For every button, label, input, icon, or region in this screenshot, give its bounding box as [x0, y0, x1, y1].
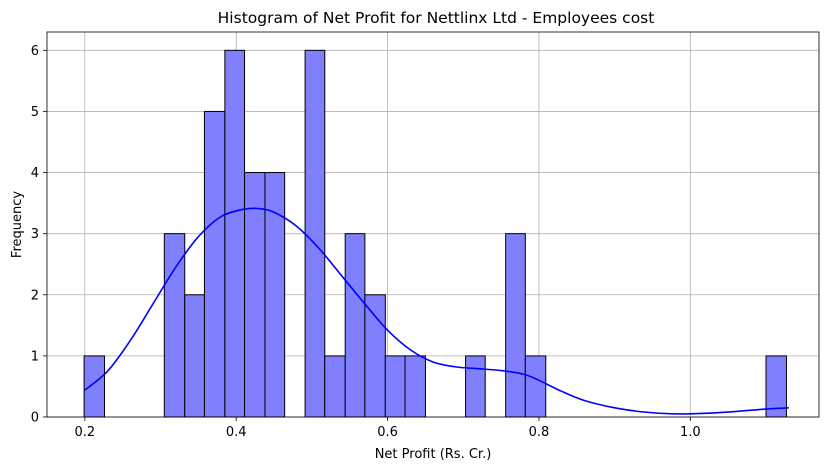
y-tick-label: 1 — [31, 349, 39, 364]
histogram-bar — [264, 172, 286, 418]
y-tick-label: 2 — [31, 288, 39, 303]
plot-area-frame — [46, 31, 820, 418]
kde-curve — [84, 207, 789, 415]
y-tick-label: 4 — [31, 166, 39, 181]
histogram-bar — [465, 355, 486, 418]
grid-lines — [47, 32, 819, 418]
histogram-bar — [324, 355, 346, 418]
histogram-bar — [524, 355, 547, 418]
histogram-bar — [344, 233, 366, 418]
kde-curve-group — [84, 207, 789, 415]
y-tick-label: 3 — [31, 227, 39, 242]
y-tick-label: 6 — [31, 44, 39, 59]
x-tick-label: 0.4 — [226, 425, 247, 440]
x-tick-label: 0.2 — [74, 425, 95, 440]
y-tick-label: 5 — [31, 105, 39, 120]
histogram-bar — [224, 49, 246, 418]
histogram-bars — [83, 49, 787, 418]
axis-ticks: 0.2 0.4 0.6 0.8 1.0 0 1 2 3 4 5 6 — [31, 44, 701, 440]
histogram-bar — [505, 233, 526, 418]
x-tick-label: 1.0 — [680, 425, 701, 440]
y-tick-label: 0 — [31, 411, 39, 426]
y-axis-label: Frequency — [10, 191, 25, 258]
x-axis-label: Net Profit (Rs. Cr.) — [375, 447, 492, 462]
histogram-bar — [304, 49, 326, 418]
histogram-bar — [83, 355, 106, 418]
histogram-bar — [384, 355, 406, 418]
histogram-bar — [184, 294, 205, 418]
chart-title: Histogram of Net Profit for Nettlinx Ltd… — [218, 9, 655, 27]
histogram-bar — [404, 355, 426, 418]
histogram-bar — [364, 294, 386, 418]
x-tick-label: 0.6 — [377, 425, 398, 440]
histogram-bar — [163, 233, 186, 418]
histogram-bar — [203, 110, 226, 418]
x-tick-label: 0.8 — [529, 425, 550, 440]
